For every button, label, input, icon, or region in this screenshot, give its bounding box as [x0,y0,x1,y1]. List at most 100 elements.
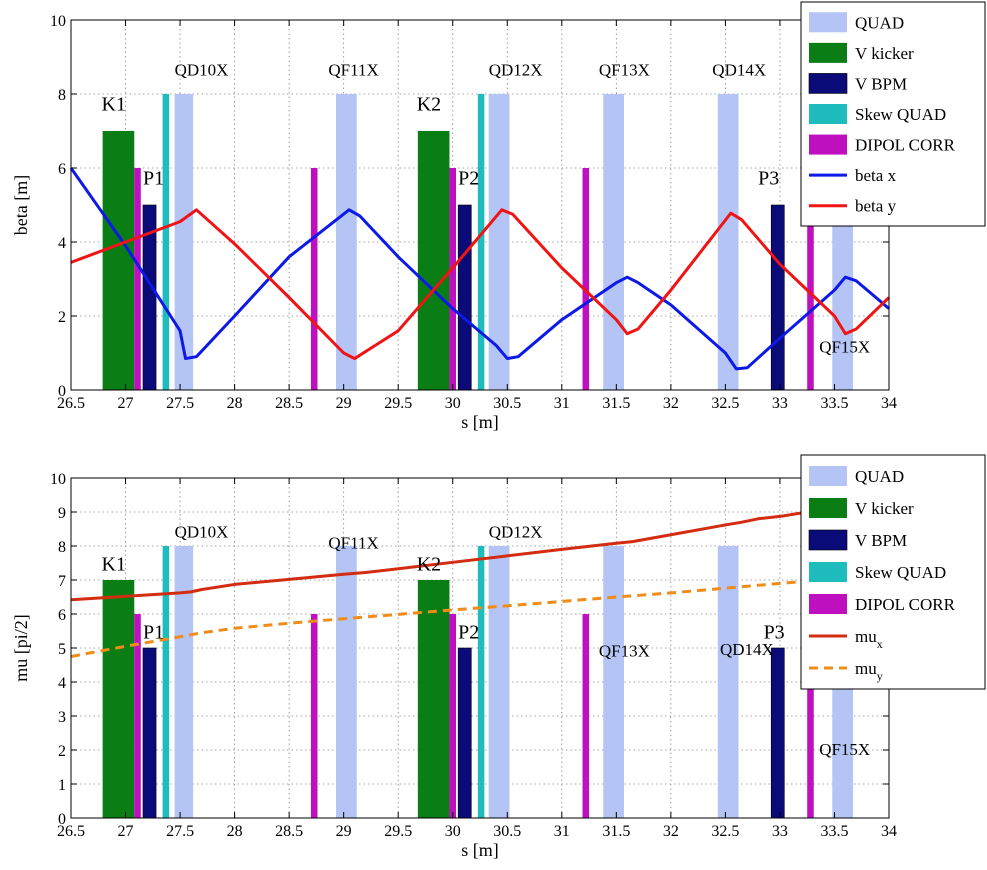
y-tick-label: 0 [58,811,66,828]
legend-swatch-quad [809,12,847,33]
y-tick-label: 4 [58,675,66,692]
bar-skew-quad [162,94,170,390]
element-label: QF13X [599,642,650,661]
series-line-beta-x [69,167,890,371]
legend-swatch-v-bpm [808,529,848,551]
bar-dipol-corr [582,614,590,818]
legend-label: V kicker [855,499,914,518]
y-tick-label: 2 [58,309,66,326]
x-axis-title: s [m] [461,412,499,432]
legend-swatch-dipol-corr [809,594,847,614]
legend-label: DIPOL CORR [855,595,956,614]
legend-label: beta y [855,197,897,216]
bar-quad [488,94,510,390]
x-tick-label: 32.5 [711,395,739,412]
x-tick-label: 26.5 [57,395,85,412]
legend-swatch-quad [809,466,847,486]
legend-swatch-skew-quad [809,562,847,582]
x-tick-label: 31.5 [602,823,630,840]
element-label: QF15X [819,740,870,759]
x-tick-label: 33.5 [820,823,848,840]
x-tick-label: 30.5 [493,823,521,840]
bar-quad [488,546,510,818]
y-axis: 0 2 4 6 8 10 [50,13,889,400]
legend-swatch-v-kicker [809,42,847,63]
bar-dipol-corr [449,168,457,390]
bar-v-bpm [770,647,785,819]
y-tick-label: 7 [58,573,66,590]
y-tick-label: 5 [58,641,66,658]
y-tick-label: 2 [58,743,66,760]
y-tick-label: 6 [58,607,66,624]
legend-label: Skew QUAD [855,105,946,124]
element-label: QD10X [175,61,229,80]
x-axis: 26.5 27 27.5 28 28.5 29 29.5 30 30.5 31 31.5 32 32.5… [57,478,897,840]
y-tick-label: 1 [58,777,66,794]
element-label: QF11X [328,61,378,80]
bar-dipol-corr [807,614,814,818]
y-axis: 0 1 2 3 4 5 6 7 8 9 10 [50,471,889,828]
bar-dipol-corr [582,168,590,390]
x-tick-label: 29 [336,823,352,840]
legend-label: QUAD [855,467,904,486]
y-tick-label: 8 [58,539,66,556]
bar-skew-quad [477,94,485,390]
series-line-beta-y [70,208,891,361]
bar-dipol-corr [807,168,814,390]
y-tick-label: 8 [58,87,66,104]
element-label: P1 [143,621,164,643]
element-label: P2 [458,168,479,190]
x-tick-label: 30 [445,395,461,412]
x-tick-label: 28.5 [275,823,303,840]
element-bars [102,546,854,819]
y-tick-label: 0 [58,383,66,400]
series-line-mu-x [70,510,808,602]
legend-label: beta x [855,166,897,185]
bar-v-kicker [102,580,135,818]
bar-dipol-corr [134,168,141,390]
legend-swatch-v-kicker [809,498,847,518]
x-tick-label: 33.5 [820,395,848,412]
x-tick-label: 30 [445,823,461,840]
element-label: P3 [758,168,779,190]
bar-quad [336,546,357,818]
element-label: QF13X [599,61,650,80]
element-label: QD12X [489,523,543,542]
bar-v-bpm [142,647,157,819]
x-tick-label: 33 [772,395,788,412]
legend-label: Skew QUAD [855,563,946,582]
x-tick-label: 29.5 [384,395,412,412]
x-tick-label: 33 [772,823,788,840]
bar-quad [603,546,624,818]
x-tick-label: 26.5 [57,823,85,840]
bar-v-bpm [770,204,785,391]
x-tick-label: 27 [118,395,134,412]
x-tick-label: 29 [336,395,352,412]
y-tick-label: 4 [58,235,66,252]
bar-dipol-corr [134,614,141,818]
bar-v-kicker [102,131,135,390]
element-label: K2 [417,553,441,575]
element-label: P3 [764,621,785,643]
legend-swatch-dipol-corr [809,134,847,155]
x-axis-title: s [m] [461,840,499,860]
y-axis-title: beta [m] [11,175,31,235]
bar-dipol-corr [449,614,457,818]
element-label: K1 [102,553,126,575]
legend-swatch-v-bpm [808,73,848,94]
x-tick-label: 32 [663,395,679,412]
x-tick-label: 28 [227,395,243,412]
y-tick-label: 10 [50,13,66,30]
element-label: P2 [458,621,479,643]
legend-swatch-skew-quad [809,104,847,124]
bar-v-bpm [457,204,472,391]
bar-quad [174,94,194,390]
x-tick-label: 32 [663,823,679,840]
legend-label: QUAD [855,13,904,32]
element-label: QD12X [489,61,543,80]
x-tick-label: 34 [881,395,897,412]
x-tick-label: 27.5 [166,395,194,412]
y-tick-label: 9 [58,505,66,522]
